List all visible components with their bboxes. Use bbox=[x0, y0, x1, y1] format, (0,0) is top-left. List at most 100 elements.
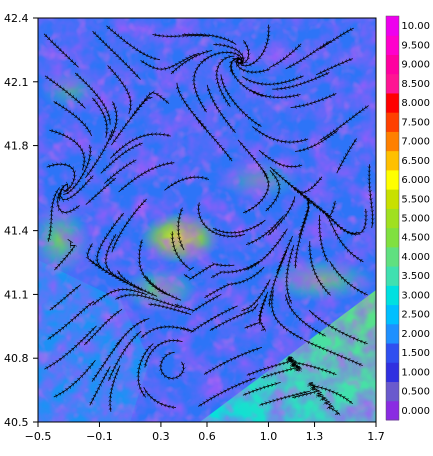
streamline bbox=[303, 339, 363, 366]
colorbar-swatch bbox=[386, 285, 399, 306]
streamline bbox=[310, 241, 331, 296]
colorbar-label: 1.000 bbox=[401, 367, 430, 378]
streamline bbox=[369, 164, 373, 229]
streamline bbox=[252, 126, 309, 143]
streamline bbox=[336, 138, 357, 174]
x-tick-label: −0.5 bbox=[25, 430, 52, 443]
streamline bbox=[143, 387, 177, 407]
streamline bbox=[332, 226, 364, 262]
colorbar-swatch bbox=[386, 400, 399, 421]
streamline bbox=[111, 198, 147, 253]
streamline bbox=[48, 187, 60, 242]
colorbar-label: 7.500 bbox=[401, 117, 430, 128]
colorbar-label: 2.000 bbox=[401, 329, 430, 340]
streamline bbox=[54, 238, 74, 271]
streamline bbox=[319, 105, 369, 141]
colorbar-label: 4.000 bbox=[401, 252, 430, 263]
y-tick-label: 40.8 bbox=[4, 352, 29, 365]
y-tick-label: 41.8 bbox=[4, 140, 29, 153]
colorbar-label: 9.500 bbox=[401, 40, 430, 51]
streamline bbox=[198, 377, 256, 407]
streamline bbox=[145, 275, 182, 301]
colorbar-label: 0.000 bbox=[401, 406, 430, 417]
y-tick-label: 40.5 bbox=[4, 416, 29, 429]
x-tick-label: 0.3 bbox=[152, 430, 170, 443]
streamline bbox=[249, 89, 301, 98]
colorbar-swatch bbox=[386, 150, 399, 171]
streamline bbox=[203, 346, 263, 374]
heatmap-field bbox=[38, 18, 376, 422]
streamline bbox=[84, 308, 123, 346]
colorbar-label: 5.500 bbox=[401, 194, 430, 205]
streamline bbox=[199, 202, 246, 237]
colorbar-swatch bbox=[386, 343, 399, 363]
streamline bbox=[195, 117, 233, 162]
colorbar-label: 0.500 bbox=[401, 387, 430, 398]
colorbar-swatch bbox=[386, 381, 399, 402]
streamline bbox=[237, 139, 267, 179]
streamline bbox=[329, 260, 368, 295]
streamline bbox=[131, 93, 170, 117]
colorbar-swatch bbox=[386, 266, 399, 286]
streamline bbox=[319, 28, 354, 50]
streamline bbox=[258, 149, 303, 167]
colorbar-label: 2.500 bbox=[401, 310, 430, 321]
colorbar-label: 9.000 bbox=[401, 60, 430, 71]
streamline bbox=[161, 351, 184, 378]
streamline bbox=[138, 343, 154, 398]
streamline bbox=[316, 59, 353, 76]
streamline bbox=[290, 362, 337, 375]
colorbar-swatch bbox=[386, 227, 399, 248]
colorbar-swatch bbox=[386, 112, 399, 132]
colorbar: 0.000 0.500 1.000 1.500 2.000 2.500 3.000 3.500… bbox=[385, 15, 430, 421]
streamline bbox=[53, 102, 92, 137]
colorbar-swatch bbox=[386, 16, 399, 36]
colorbar-label: 3.000 bbox=[401, 290, 430, 301]
streamline bbox=[85, 177, 117, 205]
streamline bbox=[90, 366, 111, 406]
streamline bbox=[43, 33, 79, 68]
colorbar-swatch bbox=[386, 246, 399, 267]
colorbar-label: 6.000 bbox=[401, 175, 430, 186]
streamline bbox=[182, 35, 237, 45]
x-tick-label: 0.6 bbox=[198, 430, 216, 443]
x-tick-label: 1.7 bbox=[367, 430, 385, 443]
y-tick-label: 42.1 bbox=[4, 76, 29, 89]
colorbar-swatch bbox=[386, 73, 399, 94]
streamline bbox=[110, 365, 121, 412]
streamline bbox=[58, 192, 80, 213]
streamline bbox=[118, 163, 175, 193]
x-axis: −0.5 −0.1 0.3 0.6 1.0 1.3 1.7 bbox=[25, 422, 385, 443]
streamline bbox=[260, 295, 267, 330]
x-tick-label: −0.1 bbox=[86, 430, 113, 443]
x-tick-label: 1.0 bbox=[260, 430, 278, 443]
colorbar-label: 6.500 bbox=[401, 156, 430, 167]
streamline bbox=[245, 228, 288, 270]
colorbar-swatch bbox=[386, 208, 399, 229]
colorbar-swatch bbox=[386, 54, 399, 75]
streamline bbox=[85, 129, 112, 179]
colorbar-swatch bbox=[386, 323, 399, 344]
streamline bbox=[204, 266, 265, 298]
streamline bbox=[53, 360, 96, 397]
streamline bbox=[290, 94, 337, 108]
colorbar-swatch bbox=[386, 304, 399, 325]
colorbar-label: 10.00 bbox=[401, 21, 430, 32]
y-axis: 40.5 40.8 41.1 41.4 41.8 42.1 42.4 bbox=[4, 12, 38, 429]
streamline bbox=[164, 177, 210, 191]
colorbar-label: 7.000 bbox=[401, 137, 430, 148]
colorbar-swatch bbox=[386, 35, 399, 55]
streamline bbox=[92, 97, 107, 138]
streamline bbox=[285, 40, 330, 70]
colorbar-swatch bbox=[386, 131, 399, 152]
colorbar-frame bbox=[385, 15, 400, 421]
colorbar-label: 8.500 bbox=[401, 79, 430, 90]
streamlines bbox=[43, 24, 373, 415]
colorbar-label: 1.500 bbox=[401, 348, 430, 359]
streamline bbox=[110, 134, 171, 159]
x-tick-label: 1.3 bbox=[306, 430, 324, 443]
colorbar-label: 5.000 bbox=[401, 214, 430, 225]
colorbar-swatch bbox=[386, 92, 399, 113]
y-tick-label: 41.4 bbox=[4, 225, 29, 238]
